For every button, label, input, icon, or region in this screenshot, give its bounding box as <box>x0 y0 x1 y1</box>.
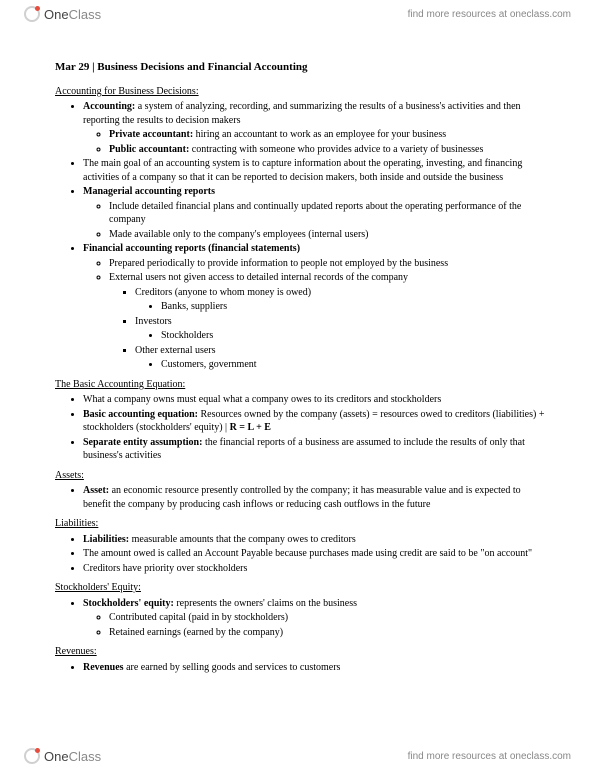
def: a system of analyzing, recording, and su… <box>83 101 521 126</box>
list-item: Private accountant: hiring an accountant… <box>109 128 545 142</box>
formula: R = L + E <box>230 422 271 433</box>
list-item: The main goal of an accounting system is… <box>83 157 545 184</box>
text: Investors <box>135 316 172 327</box>
list-6: Revenues are earned by selling goods and… <box>55 661 545 675</box>
term: Revenues <box>83 662 124 673</box>
section-head-5: Stockholders' Equity: <box>55 581 545 595</box>
list-item: Accounting: a system of analyzing, recor… <box>83 100 545 156</box>
term: Stockholders' equity: <box>83 598 174 609</box>
term: Separate entity assumption: <box>83 437 202 448</box>
logo-one: One <box>44 7 69 22</box>
list-4: Liabilities: measurable amounts that the… <box>55 533 545 576</box>
list-item: Basic accounting equation: Resources own… <box>83 408 545 435</box>
list-item: Creditors (anyone to whom money is owed)… <box>135 286 545 314</box>
list-item: Other external users Customers, governme… <box>135 344 545 372</box>
list-item: Creditors have priority over stockholder… <box>83 562 545 576</box>
def: represents the owners' claims on the bus… <box>174 598 357 609</box>
section-head-2: The Basic Accounting Equation: <box>55 378 545 392</box>
term: Managerial accounting reports <box>83 186 215 197</box>
list-5: Stockholders' equity: represents the own… <box>55 597 545 640</box>
section-head-6: Revenues: <box>55 645 545 659</box>
logo-class: Class <box>69 7 102 22</box>
def: an economic resource presently controlle… <box>83 485 521 510</box>
section-head-3: Assets: <box>55 469 545 483</box>
logo-icon <box>24 6 40 22</box>
def: measurable amounts that the company owes… <box>129 534 356 545</box>
list-item: Customers, government <box>161 358 545 372</box>
list-item: Investors Stockholders <box>135 315 545 343</box>
list-item: Stockholders' equity: represents the own… <box>83 597 545 640</box>
text: External users not given access to detai… <box>109 272 408 283</box>
page-title: Mar 29 | Business Decisions and Financia… <box>55 60 545 75</box>
list-item: Prepared periodically to provide informa… <box>109 257 545 271</box>
footer-logo: OneClass <box>24 748 101 764</box>
list-item: External users not given access to detai… <box>109 271 545 372</box>
logo: OneClass <box>24 6 101 22</box>
list-item: Separate entity assumption: the financia… <box>83 436 545 463</box>
section-head-1: Accounting for Business Decisions: <box>55 85 545 99</box>
list-item: Liabilities: measurable amounts that the… <box>83 533 545 547</box>
document-body: Mar 29 | Business Decisions and Financia… <box>55 60 545 675</box>
list-item: Public accountant: contracting with some… <box>109 143 545 157</box>
list-item: Retained earnings (earned by the company… <box>109 626 545 640</box>
logo-text: OneClass <box>44 749 101 764</box>
list-item: The amount owed is called an Account Pay… <box>83 547 545 561</box>
header: OneClass find more resources at oneclass… <box>0 0 595 28</box>
footer-tagline: find more resources at oneclass.com <box>408 751 571 762</box>
term: Accounting: <box>83 101 135 112</box>
list-2: What a company owns must equal what a co… <box>55 393 545 463</box>
list-item: Asset: an economic resource presently co… <box>83 484 545 511</box>
logo-text: OneClass <box>44 7 101 22</box>
list-item: Stockholders <box>161 329 545 343</box>
term: Basic accounting equation: <box>83 409 198 420</box>
text: Creditors (anyone to whom money is owed) <box>135 287 311 298</box>
list-item: Banks, suppliers <box>161 300 545 314</box>
list-item: Financial accounting reports (financial … <box>83 242 545 372</box>
def: are earned by selling goods and services… <box>124 662 341 673</box>
def: contracting with someone who provides ad… <box>189 144 483 155</box>
footer: OneClass find more resources at oneclass… <box>0 742 595 770</box>
term: Private accountant: <box>109 129 193 140</box>
logo-class: Class <box>69 749 102 764</box>
logo-icon <box>24 748 40 764</box>
list-item: What a company owns must equal what a co… <box>83 393 545 407</box>
term: Financial accounting reports (financial … <box>83 243 300 254</box>
list-3: Asset: an economic resource presently co… <box>55 484 545 511</box>
list-item: Revenues are earned by selling goods and… <box>83 661 545 675</box>
def: hiring an accountant to work as an emplo… <box>193 129 446 140</box>
header-tagline: find more resources at oneclass.com <box>408 9 571 20</box>
list-1: Accounting: a system of analyzing, recor… <box>55 100 545 372</box>
list-item: Made available only to the company's emp… <box>109 228 545 242</box>
term: Liabilities: <box>83 534 129 545</box>
logo-one: One <box>44 749 69 764</box>
list-item: Managerial accounting reports Include de… <box>83 185 545 241</box>
term: Public accountant: <box>109 144 189 155</box>
list-item: Include detailed financial plans and con… <box>109 200 545 227</box>
term: Asset: <box>83 485 109 496</box>
list-item: Contributed capital (paid in by stockhol… <box>109 611 545 625</box>
text: Other external users <box>135 345 216 356</box>
section-head-4: Liabilities: <box>55 517 545 531</box>
